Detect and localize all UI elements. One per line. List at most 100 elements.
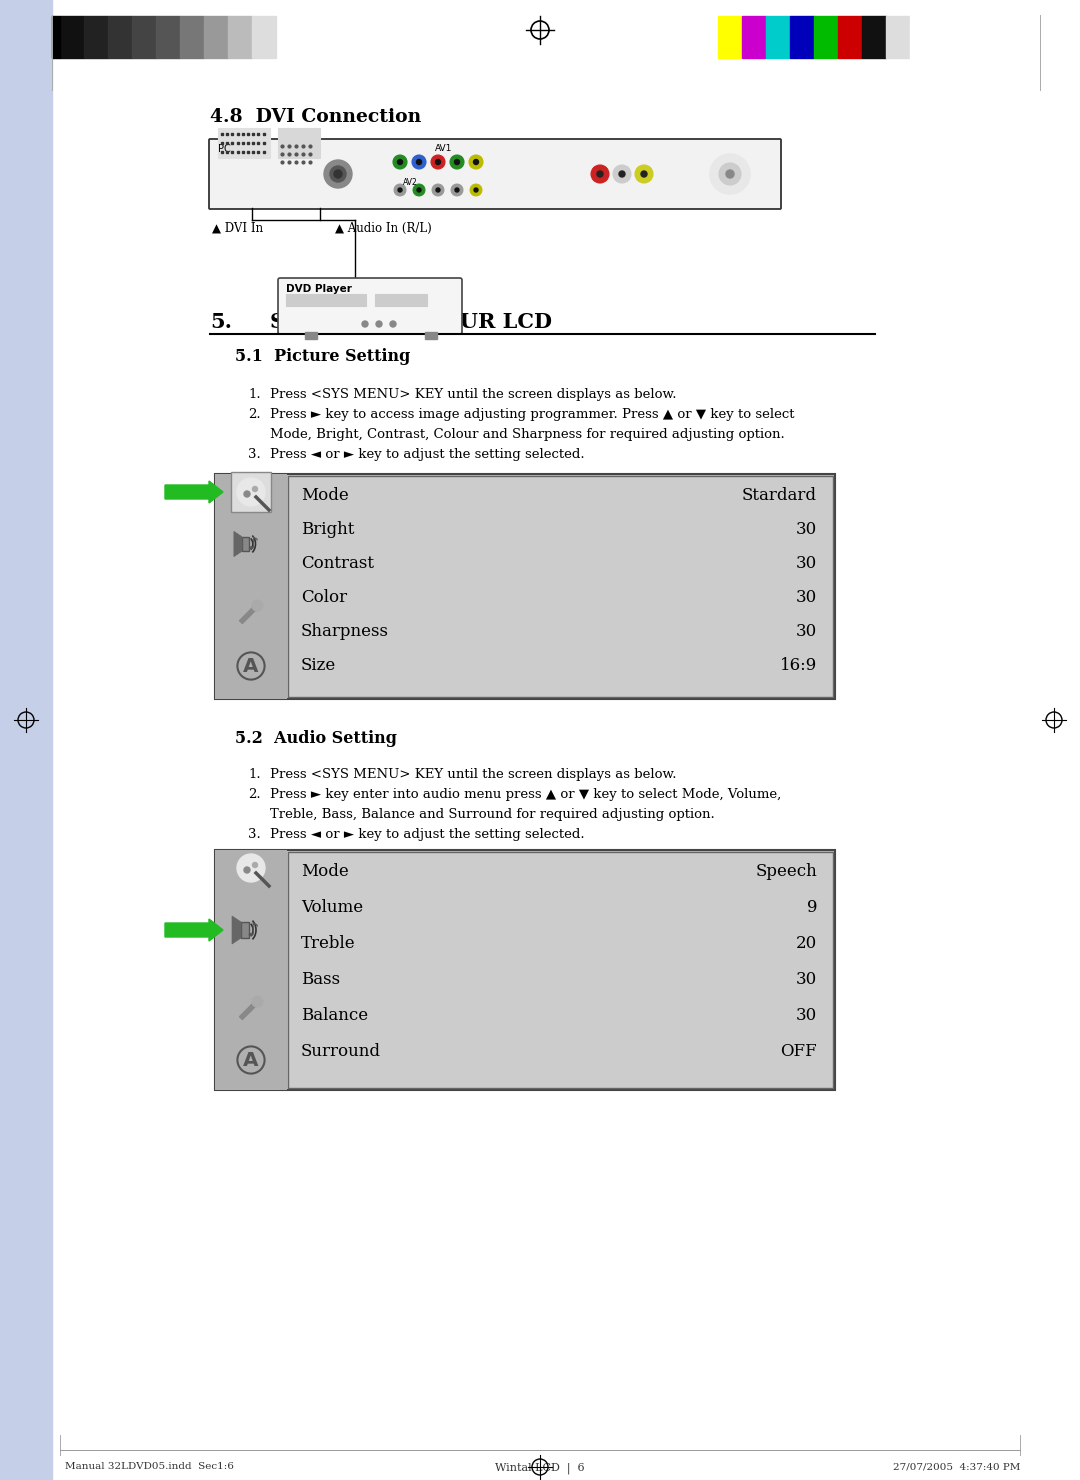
Bar xyxy=(215,850,287,1089)
Circle shape xyxy=(237,478,265,506)
Circle shape xyxy=(244,867,249,873)
Text: 30: 30 xyxy=(796,623,816,641)
Circle shape xyxy=(431,155,445,169)
Circle shape xyxy=(470,184,482,195)
Circle shape xyxy=(642,172,647,178)
Text: 30: 30 xyxy=(796,1008,816,1024)
Circle shape xyxy=(451,184,463,195)
Circle shape xyxy=(390,321,396,327)
FancyArrow shape xyxy=(165,481,222,503)
Text: SETTING UP YOUR LCD: SETTING UP YOUR LCD xyxy=(270,312,552,332)
Polygon shape xyxy=(240,607,256,623)
Bar xyxy=(252,16,276,58)
Circle shape xyxy=(436,188,440,192)
Bar xyxy=(288,852,833,1088)
Bar xyxy=(288,477,833,697)
Text: Mode, Bright, Contrast, Colour and Sharpness for required adjusting option.: Mode, Bright, Contrast, Colour and Sharp… xyxy=(270,428,785,441)
Bar xyxy=(228,16,252,58)
Bar xyxy=(60,16,84,58)
Circle shape xyxy=(362,321,368,327)
Text: 27/07/2005  4:37:40 PM: 27/07/2005 4:37:40 PM xyxy=(893,1462,1020,1471)
Text: OFF: OFF xyxy=(780,1043,816,1061)
Text: Press ► key enter into audio menu press ▲ or ▼ key to select Mode, Volume,: Press ► key enter into audio menu press … xyxy=(270,787,781,801)
Polygon shape xyxy=(240,1002,256,1020)
Bar xyxy=(84,16,108,58)
Bar xyxy=(278,127,320,158)
Text: Mode: Mode xyxy=(301,487,349,505)
Circle shape xyxy=(334,170,342,178)
Text: Wintal LCD  |  6: Wintal LCD | 6 xyxy=(496,1462,584,1474)
Circle shape xyxy=(413,184,426,195)
Text: Bright: Bright xyxy=(301,521,354,539)
Text: Press <SYS MENU> KEY until the screen displays as below.: Press <SYS MENU> KEY until the screen di… xyxy=(270,388,676,401)
Bar xyxy=(742,16,766,58)
Circle shape xyxy=(613,164,631,184)
Bar xyxy=(241,922,249,938)
FancyBboxPatch shape xyxy=(278,278,462,334)
Text: 1.: 1. xyxy=(248,768,260,781)
Text: Press ► key to access image adjusting programmer. Press ▲ or ▼ key to select: Press ► key to access image adjusting pr… xyxy=(270,408,795,420)
Bar xyxy=(218,127,270,158)
Text: Bass: Bass xyxy=(301,971,340,989)
Text: 3.: 3. xyxy=(248,448,260,460)
Circle shape xyxy=(455,188,459,192)
Bar xyxy=(156,16,180,58)
Bar xyxy=(108,16,132,58)
Text: Balance: Balance xyxy=(301,1008,368,1024)
Bar xyxy=(375,295,427,306)
Text: Contrast: Contrast xyxy=(301,555,374,573)
Text: A: A xyxy=(243,1051,259,1070)
Text: Volume: Volume xyxy=(301,900,363,916)
Bar xyxy=(204,16,228,58)
Bar xyxy=(286,295,366,306)
Bar xyxy=(180,16,204,58)
Text: Treble, Bass, Balance and Surround for required adjusting option.: Treble, Bass, Balance and Surround for r… xyxy=(270,808,715,821)
Text: ▲ DVI In: ▲ DVI In xyxy=(212,222,264,235)
Circle shape xyxy=(253,487,257,491)
Circle shape xyxy=(417,160,421,164)
Bar xyxy=(231,472,271,512)
Circle shape xyxy=(393,155,407,169)
Text: ▲ Audio In (R/L): ▲ Audio In (R/L) xyxy=(335,222,432,235)
Circle shape xyxy=(435,160,441,164)
Text: DVD Player: DVD Player xyxy=(286,284,352,295)
Circle shape xyxy=(411,155,426,169)
Circle shape xyxy=(597,172,603,178)
Bar xyxy=(215,850,835,1089)
Circle shape xyxy=(253,863,257,867)
Text: AV2: AV2 xyxy=(403,178,418,186)
Text: Color: Color xyxy=(301,589,347,607)
Text: 1.: 1. xyxy=(248,388,260,401)
Circle shape xyxy=(252,601,262,611)
Polygon shape xyxy=(232,916,241,944)
Circle shape xyxy=(394,184,406,195)
Circle shape xyxy=(455,160,459,164)
Text: Mode: Mode xyxy=(301,863,349,881)
Circle shape xyxy=(397,160,403,164)
Bar xyxy=(766,16,789,58)
Text: 2.: 2. xyxy=(248,408,260,420)
Bar xyxy=(132,16,156,58)
Text: PC: PC xyxy=(218,144,231,154)
Circle shape xyxy=(450,155,464,169)
Text: Sharpness: Sharpness xyxy=(301,623,389,641)
Text: Surround: Surround xyxy=(301,1043,381,1061)
Circle shape xyxy=(252,996,262,1006)
Text: 3.: 3. xyxy=(248,827,260,841)
Bar xyxy=(215,474,287,699)
Circle shape xyxy=(591,164,609,184)
Circle shape xyxy=(237,854,265,882)
Text: 5.2  Audio Setting: 5.2 Audio Setting xyxy=(235,730,397,747)
Circle shape xyxy=(619,172,625,178)
Bar xyxy=(886,16,910,58)
Circle shape xyxy=(376,321,382,327)
Text: 20: 20 xyxy=(796,935,816,953)
Bar xyxy=(910,16,1059,58)
Text: Press ◄ or ► key to adjust the setting selected.: Press ◄ or ► key to adjust the setting s… xyxy=(270,448,584,460)
Text: 5.1  Picture Setting: 5.1 Picture Setting xyxy=(235,348,410,366)
Circle shape xyxy=(726,170,734,178)
Text: Press ◄ or ► key to adjust the setting selected.: Press ◄ or ► key to adjust the setting s… xyxy=(270,827,584,841)
Text: 4.8  DVI Connection: 4.8 DVI Connection xyxy=(210,108,421,126)
Text: 30: 30 xyxy=(796,555,816,573)
Circle shape xyxy=(330,166,346,182)
